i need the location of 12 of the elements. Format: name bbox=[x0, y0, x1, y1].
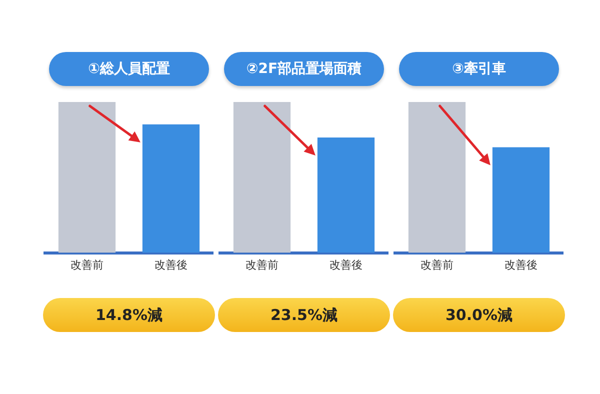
chart-title: ②2F部品置場面積 bbox=[224, 52, 384, 86]
chart-title: ①総人員配置 bbox=[49, 52, 209, 86]
x-tick-label: 改善後 bbox=[154, 258, 188, 272]
x-tick-label: 改善前 bbox=[246, 258, 278, 272]
text: 23.5%減 bbox=[218, 298, 390, 332]
chart-title: ③牽引車 bbox=[399, 52, 559, 86]
text: 30.0%減 bbox=[393, 298, 565, 332]
x-tick-label: 改善前 bbox=[70, 258, 104, 272]
x-tick-label: 改善後 bbox=[330, 258, 362, 272]
text: 14.8%減 bbox=[43, 298, 215, 332]
x-tick-label: 改善後 bbox=[504, 258, 538, 272]
x-tick-label: 改善前 bbox=[420, 258, 454, 272]
